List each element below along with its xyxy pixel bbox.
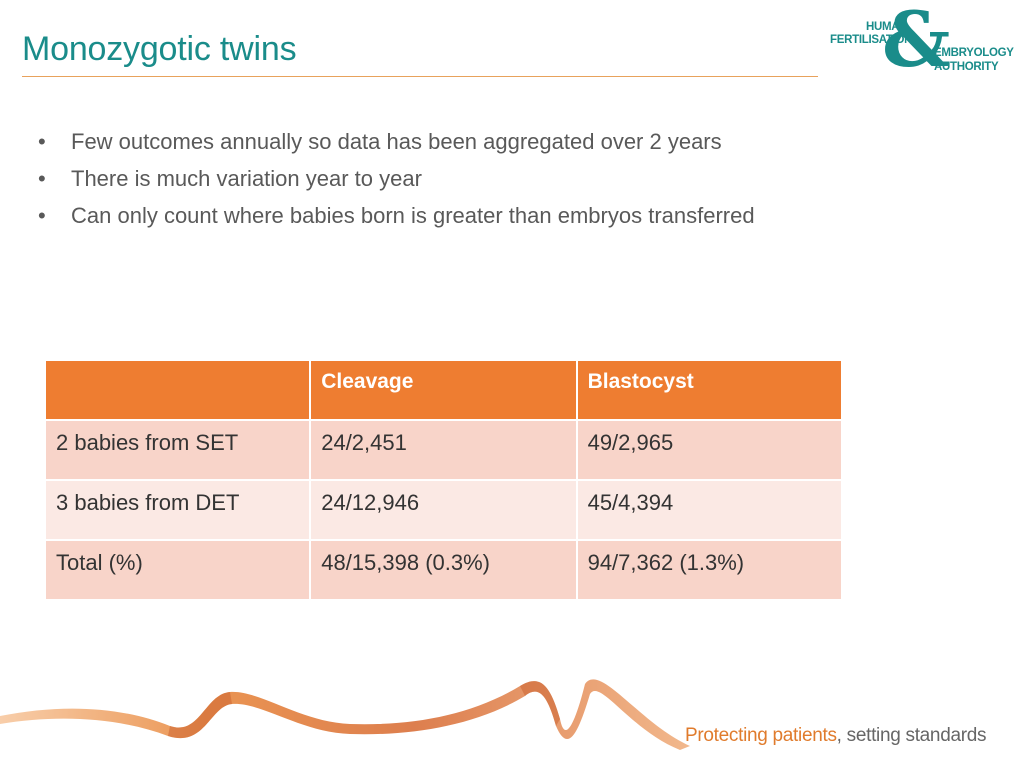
header-cleavage: Cleavage [309, 359, 578, 421]
blastocyst-value: 49/2,965 [575, 419, 844, 481]
logo-ampersand: & [882, 0, 951, 84]
bullet-marker: • [38, 166, 46, 191]
blastocyst-value: 45/4,394 [575, 479, 844, 541]
logo-text-fertilisation: FERTILISATION [830, 34, 913, 46]
hfea-logo: & HUMAN FERTILISATION EMBRYOLOGY AUTHORI… [826, 2, 1016, 94]
logo-text-human: HUMAN [866, 21, 908, 33]
bullet-marker: • [38, 129, 46, 154]
bullet-item: • There is much variation year to year [38, 163, 778, 194]
cleavage-value: 24/12,946 [309, 479, 578, 541]
bullet-item: • Few outcomes annually so data has been… [38, 126, 778, 157]
header-blastocyst: Blastocyst [575, 359, 844, 421]
tagline-rest: , setting standards [836, 725, 987, 746]
decorative-ribbon [0, 679, 690, 750]
ribbon-band [0, 679, 690, 750]
row-label: 3 babies from DET [43, 479, 312, 541]
twins-data-table: Cleavage Blastocyst 2 babies from SET 24… [43, 359, 844, 601]
header-blank [43, 359, 312, 421]
tagline-emphasis: Protecting patients [685, 725, 837, 746]
bullet-text: There is much variation year to year [71, 166, 422, 191]
bullet-text: Few outcomes annually so data has been a… [71, 129, 722, 154]
table-row: Total (%) 48/15,398 (0.3%) 94/7,362 (1.3… [43, 539, 844, 601]
bullet-marker: • [38, 203, 46, 228]
row-label: Total (%) [43, 539, 312, 601]
bullet-text: Can only count where babies born is grea… [71, 203, 755, 228]
table-row: 2 babies from SET 24/2,451 49/2,965 [43, 419, 844, 481]
table-header-row: Cleavage Blastocyst [43, 359, 844, 421]
cleavage-value: 24/2,451 [309, 419, 578, 481]
slide-title: Monozygotic twins [22, 30, 297, 68]
row-label: 2 babies from SET [43, 419, 312, 481]
cleavage-value: 48/15,398 (0.3%) [309, 539, 578, 601]
logo-text-embryology: EMBRYOLOGY [934, 47, 1014, 59]
bullet-item: • Can only count where babies born is gr… [38, 200, 778, 231]
logo-text-authority: AUTHORITY [934, 61, 999, 73]
blastocyst-value: 94/7,362 (1.3%) [575, 539, 844, 601]
table-row: 3 babies from DET 24/12,946 45/4,394 [43, 479, 844, 541]
title-divider [22, 76, 818, 77]
bullet-list: • Few outcomes annually so data has been… [38, 126, 778, 237]
footer-tagline: Protecting patients, setting standards [685, 725, 987, 747]
ribbon-shade [168, 681, 560, 739]
